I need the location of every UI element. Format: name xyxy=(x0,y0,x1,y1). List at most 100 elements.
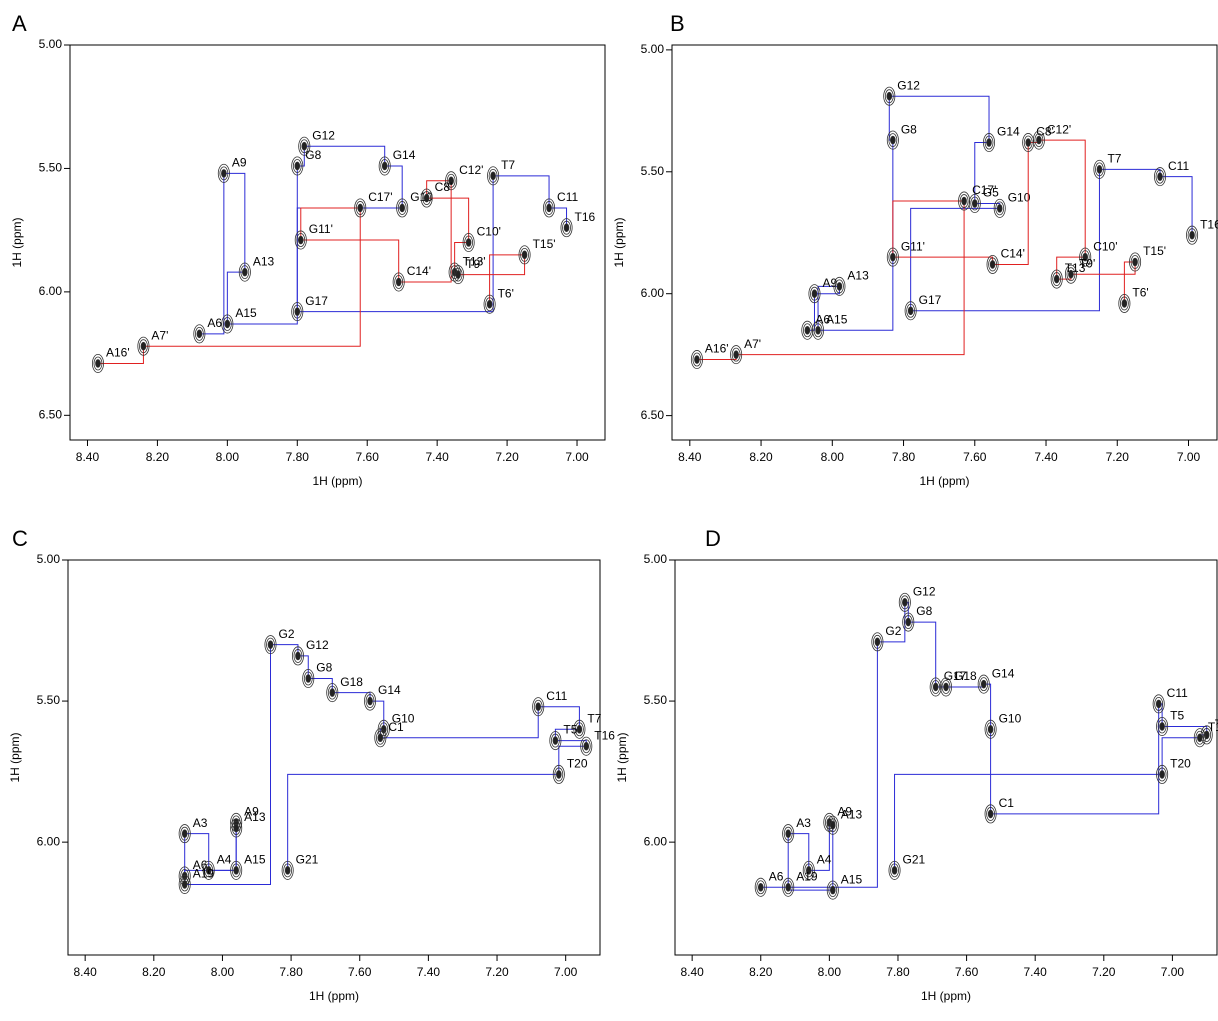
peak-label: T20 xyxy=(1170,757,1191,771)
peak-label: G5 xyxy=(983,186,999,200)
contour xyxy=(1118,293,1131,313)
peak xyxy=(396,198,409,218)
peak xyxy=(730,345,743,365)
contour xyxy=(396,198,409,218)
peak-label: A15 xyxy=(244,853,266,867)
peak xyxy=(1032,130,1045,150)
peak-label: G10 xyxy=(1008,191,1031,205)
contour xyxy=(782,824,795,844)
contour xyxy=(730,345,743,365)
contour xyxy=(219,166,229,181)
contour xyxy=(995,201,1005,216)
contour xyxy=(298,136,311,156)
contour xyxy=(890,135,896,145)
contour xyxy=(826,815,839,835)
contour xyxy=(940,677,953,697)
y-tick-label: 6.00 xyxy=(644,834,668,848)
contour xyxy=(1129,252,1142,272)
contour xyxy=(291,156,304,176)
x-tick-label: 7.60 xyxy=(963,450,987,464)
contour xyxy=(297,235,304,245)
contour xyxy=(987,724,994,734)
x-tick-label: 8.00 xyxy=(821,450,845,464)
contour xyxy=(365,694,375,708)
contour xyxy=(833,276,846,296)
contour xyxy=(487,166,500,186)
contour xyxy=(1023,135,1033,150)
contour xyxy=(230,860,243,880)
contour xyxy=(562,220,571,235)
contour xyxy=(375,730,385,745)
contour xyxy=(906,303,916,318)
walk-line xyxy=(184,833,210,871)
contour xyxy=(989,260,996,269)
peak-label: A13 xyxy=(847,269,869,283)
contour xyxy=(355,201,365,215)
peak xyxy=(808,284,821,304)
x-tick-label: 8.40 xyxy=(76,450,100,464)
x-tick-label: 7.80 xyxy=(892,450,916,464)
contour xyxy=(812,320,825,340)
peak-label: A13 xyxy=(253,254,275,268)
contour xyxy=(222,317,232,331)
x-tick-label: 7.80 xyxy=(279,965,303,979)
peak xyxy=(1193,728,1206,748)
contour xyxy=(140,341,147,351)
contour xyxy=(521,250,528,260)
contour xyxy=(757,882,764,892)
peak-label: G10 xyxy=(999,711,1022,725)
peak-label: G8 xyxy=(916,604,932,618)
contour xyxy=(283,863,293,878)
contour xyxy=(240,265,250,280)
peak-label: C14' xyxy=(1001,247,1025,261)
peak-label: C17' xyxy=(972,183,996,197)
peak-label: A9 xyxy=(244,805,259,819)
contour xyxy=(811,289,818,299)
peak xyxy=(983,133,996,153)
contour xyxy=(1066,267,1076,282)
contour xyxy=(1152,694,1165,714)
walk-line xyxy=(297,175,494,313)
peak xyxy=(91,353,104,373)
peak xyxy=(202,860,215,880)
contour xyxy=(242,267,248,277)
contour xyxy=(986,722,995,737)
contour xyxy=(1052,272,1062,286)
contour xyxy=(552,736,559,745)
contour xyxy=(533,699,543,714)
contour xyxy=(886,247,899,267)
x-tick-label: 7.40 xyxy=(1024,965,1048,979)
walk-line xyxy=(818,140,894,331)
contour xyxy=(813,323,823,338)
contour xyxy=(905,617,912,627)
contour xyxy=(958,191,971,211)
contour xyxy=(884,89,894,104)
contour xyxy=(139,339,148,354)
walk-line xyxy=(990,703,1160,815)
contour xyxy=(1050,269,1063,289)
contour xyxy=(550,733,560,748)
contour xyxy=(961,196,967,206)
peak-label: G21 xyxy=(296,853,319,867)
contour xyxy=(462,232,475,252)
walk-line xyxy=(892,256,994,265)
contour xyxy=(986,138,992,147)
x-tick-label: 7.20 xyxy=(1106,450,1130,464)
contour xyxy=(446,173,456,188)
peak-label: C10' xyxy=(1093,239,1117,253)
contour xyxy=(91,353,104,373)
contour xyxy=(267,640,274,649)
contour xyxy=(377,733,384,743)
peak xyxy=(543,198,556,218)
contour xyxy=(1157,767,1167,782)
peak-label: A16' xyxy=(705,342,729,356)
y-tick-label: 6.00 xyxy=(39,284,63,298)
peak xyxy=(886,247,899,267)
x-tick-label: 7.00 xyxy=(565,450,589,464)
contour xyxy=(380,724,387,734)
peak xyxy=(1050,269,1063,289)
x-axis-label: 1H (ppm) xyxy=(921,989,971,1003)
panel-label: A xyxy=(12,11,27,36)
contour xyxy=(580,736,593,756)
y-axis-label: 1H (ppm) xyxy=(8,732,22,782)
